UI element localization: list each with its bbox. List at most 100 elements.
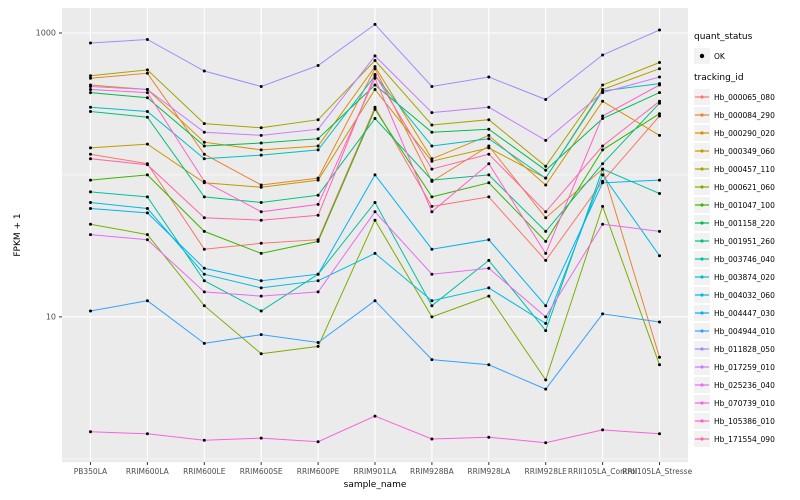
legend-label: Hb_003746_040	[714, 254, 775, 264]
data-point	[601, 117, 605, 120]
legend-item-Hb_004032_060[interactable]: Hb_004032_060	[694, 286, 798, 304]
legend-item-Hb_025236_040[interactable]: Hb_025236_040	[694, 376, 798, 394]
data-point	[487, 127, 491, 131]
legend-label: Hb_003874_020	[714, 272, 775, 282]
data-point	[373, 22, 377, 26]
legend-item-Hb_000349_060[interactable]: Hb_000349_060	[694, 142, 798, 160]
data-point	[658, 91, 661, 95]
legend-item-Hb_001047_100[interactable]: Hb_001047_100	[694, 196, 798, 214]
data-point	[89, 76, 92, 80]
data-point	[373, 88, 377, 91]
data-point	[202, 266, 206, 270]
data-point	[601, 91, 605, 95]
data-point	[430, 299, 434, 303]
legend-item-Hb_000065_080[interactable]: Hb_000065_080	[694, 88, 798, 106]
data-point	[658, 28, 661, 32]
legend-item-Hb_004447_030[interactable]: Hb_004447_030	[694, 304, 798, 322]
legend-item-Hb_000457_110[interactable]: Hb_000457_110	[694, 160, 798, 178]
data-point	[487, 118, 491, 122]
line-swatch	[694, 269, 710, 285]
x-axis: PB350LA RRIM600LA RRIM600LE RRIM600SE RRIM60…	[74, 462, 692, 476]
data-point	[487, 286, 491, 290]
data-point	[316, 202, 320, 206]
data-point	[259, 279, 263, 283]
data-point	[202, 69, 206, 73]
data-point	[89, 74, 92, 78]
x-tick-label: RRIM600LA	[126, 467, 170, 476]
data-point	[89, 41, 92, 45]
data-point	[487, 181, 491, 185]
data-point	[658, 112, 661, 116]
line-swatch	[694, 287, 710, 303]
legend-item-Hb_003746_040[interactable]: Hb_003746_040	[694, 250, 798, 268]
legend-item-ok[interactable]: OK	[694, 47, 798, 65]
data-point	[145, 115, 149, 119]
ok-point-icon	[699, 53, 705, 59]
series-key-icon	[695, 329, 709, 333]
data-point	[202, 229, 206, 233]
data-point	[544, 98, 548, 101]
data-point	[544, 138, 548, 142]
legend-label: Hb_171554_090	[714, 434, 775, 444]
legend-item-Hb_000084_290[interactable]: Hb_000084_290	[694, 106, 798, 124]
data-point	[202, 130, 206, 134]
line-swatch	[694, 233, 710, 249]
legend: quant_status OK tracking_id Hb_000065_08…	[694, 24, 798, 448]
data-point	[430, 159, 434, 163]
data-point	[430, 304, 434, 308]
data-point	[89, 146, 92, 150]
series-key-icon	[695, 401, 709, 405]
data-point	[145, 195, 149, 199]
data-point	[487, 258, 491, 262]
data-point	[373, 59, 377, 62]
data-point	[89, 91, 92, 95]
line-swatch	[694, 323, 710, 339]
legend-item-Hb_004944_010[interactable]: Hb_004944_010	[694, 322, 798, 340]
legend-item-Hb_105386_010[interactable]: Hb_105386_010	[694, 412, 798, 430]
data-point	[89, 233, 92, 237]
data-point	[316, 290, 320, 294]
legend-label-ok: OK	[714, 51, 725, 61]
data-point	[601, 167, 605, 171]
x-tick-label: RRII105LA_Control	[568, 467, 638, 476]
legend-item-Hb_003874_020[interactable]: Hb_003874_020	[694, 268, 798, 286]
legend-item-Hb_011828_050[interactable]: Hb_011828_050	[694, 340, 798, 358]
legend-item-Hb_000290_020[interactable]: Hb_000290_020	[694, 124, 798, 142]
tracking-id-legend-items: Hb_000065_080 Hb_000084_290 Hb_000290_020 H…	[694, 88, 798, 448]
data-point	[544, 321, 548, 325]
data-point	[202, 195, 206, 199]
legend-item-Hb_000621_060[interactable]: Hb_000621_060	[694, 178, 798, 196]
data-point	[487, 133, 491, 137]
data-point	[658, 254, 661, 258]
line-swatch	[694, 359, 710, 375]
data-point	[487, 146, 491, 150]
legend-label: Hb_001158_220	[714, 218, 775, 228]
data-point	[430, 358, 434, 362]
data-point	[373, 299, 377, 303]
data-point	[430, 315, 434, 319]
data-point	[145, 96, 149, 100]
legend-label: Hb_105386_010	[714, 416, 775, 426]
data-point	[316, 279, 320, 283]
legend-item-Hb_171554_090[interactable]: Hb_171554_090	[694, 430, 798, 448]
legend-group-quant-status: quant_status OK	[694, 32, 798, 65]
x-tick-label: RRIM901LA	[354, 467, 398, 476]
data-point	[259, 436, 263, 440]
data-point	[430, 272, 434, 276]
data-point	[316, 272, 320, 276]
data-point	[658, 432, 661, 436]
data-point	[658, 192, 661, 195]
data-point	[373, 107, 377, 111]
data-point	[373, 67, 377, 71]
legend-item-Hb_017259_010[interactable]: Hb_017259_010	[694, 358, 798, 376]
legend-item-Hb_070739_010[interactable]: Hb_070739_010	[694, 394, 798, 412]
legend-item-Hb_001158_220[interactable]: Hb_001158_220	[694, 214, 798, 232]
y-axis: 10 1000	[36, 29, 62, 321]
data-point	[145, 71, 149, 75]
legend-label: Hb_011828_050	[714, 344, 775, 354]
line-swatch	[694, 161, 710, 177]
data-point	[202, 290, 206, 294]
data-point	[373, 201, 377, 204]
legend-item-Hb_001951_260[interactable]: Hb_001951_260	[694, 232, 798, 250]
